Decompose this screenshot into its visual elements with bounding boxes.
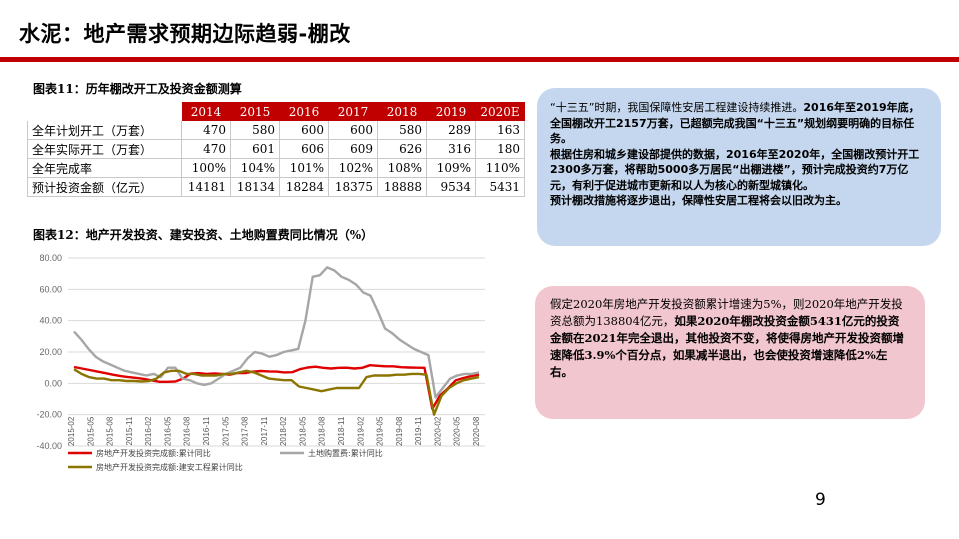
table-cell: 9534: [426, 177, 476, 197]
table-cell: 163: [475, 120, 525, 140]
table-cell: 580: [230, 120, 280, 140]
y-tick-label: 80.00: [39, 253, 62, 263]
assumption-box: 假定2020年房地产开发投资额累计增速为5%，则2020年地产开发投资总额为13…: [535, 286, 925, 419]
y-tick-label: -20.00: [36, 410, 62, 420]
table-cell: 101%: [279, 158, 329, 178]
x-tick-label: 2018-05: [298, 416, 307, 446]
table-cell: 104%: [230, 158, 280, 178]
assumption-sentence-bold: 如果2020年棚改投资金额5431亿元的投资金额在2021年完全退出，其他投资不…: [550, 314, 905, 379]
chart-caption: 图表12：地产开发投资、建安投资、土地购置费同比情况（%）: [33, 228, 374, 242]
assumption-sentence: 假定2020年房地产开发投资额累计增速为5%，则2020年地产开发投资总额为13…: [550, 297, 903, 328]
table-cell: 18888: [377, 177, 427, 197]
table-cell: 626: [377, 139, 427, 159]
header-blank: [27, 102, 182, 121]
legend-label: 土地购置费:累计同比: [308, 448, 383, 458]
x-tick-label: 2015-11: [125, 416, 134, 445]
table-header-row: 2014 2015 2016 2017 2018 2019 2020E: [27, 102, 525, 121]
table-cell: 601: [230, 139, 280, 159]
y-tick-label: 20.00: [39, 347, 62, 357]
legend-label: 房地产开发投资完成额:累计同比: [96, 448, 211, 458]
policy-note-text: “十三五”时期，我国保障性安居工程建设持续推进。2016年至2019年底，全国棚…: [550, 100, 925, 209]
y-tick-label: 0.00: [44, 378, 62, 388]
row-label: 全年计划开工（万套）: [27, 120, 182, 140]
series-line: [73, 368, 480, 416]
x-tick-label: 2016-08: [183, 416, 192, 446]
page-number: 9: [815, 490, 826, 510]
table-row: 全年完成率 100% 104% 101% 102% 108% 109% 110%: [27, 158, 525, 178]
note-sentence-bold: 2016年至2019年底，全国棚改开工2157万套，已超额完成我国“十三五”规划…: [550, 101, 920, 145]
x-tick-label: 2019-08: [395, 416, 404, 446]
note-paragraph: 预计棚改措施将逐步退出，保障性安居工程将会以旧改为主。: [550, 194, 847, 207]
year-header: 2015: [230, 102, 280, 121]
year-header: 2018: [377, 102, 427, 121]
table-cell: 109%: [426, 158, 476, 178]
year-header: 2017: [328, 102, 378, 121]
x-tick-label: 2015-02: [67, 416, 76, 446]
table-cell: 18375: [328, 177, 378, 197]
table-cell: 606: [279, 139, 329, 159]
x-tick-label: 2017-11: [260, 416, 269, 445]
year-header: 2019: [426, 102, 476, 121]
series-line: [73, 266, 480, 399]
page-title: 水泥：地产需求预期边际趋弱-棚改: [19, 22, 351, 46]
line-chart: 80.00 60.00 40.00 20.00 0.00 -20.00 -40.00 2015…: [36, 253, 485, 472]
note-sentence: “十三五”时期，我国保障性安居工程建设持续推进。: [550, 101, 804, 114]
table-cell: 180: [475, 139, 525, 159]
shantytown-table: 2014 2015 2016 2017 2018 2019 2020E 全年计划…: [27, 102, 525, 197]
table-cell: 5431: [475, 177, 525, 197]
table-cell: 289: [426, 120, 476, 140]
table-caption: 图表11：历年棚改开工及投资金额测算: [33, 82, 242, 96]
x-tick-label: 2016-05: [163, 416, 172, 446]
table-cell: 609: [328, 139, 378, 159]
table-cell: 100%: [181, 158, 231, 178]
table-cell: 600: [328, 120, 378, 140]
row-label: 全年完成率: [27, 158, 182, 178]
legend-label: 房地产开发投资完成额:建安工程累计同比: [96, 462, 243, 472]
x-tick-label: 2019-11: [414, 416, 423, 445]
x-tick-label: 2020-05: [453, 416, 462, 446]
table-row: 全年实际开工（万套） 470 601 606 609 626 316 180: [27, 139, 525, 159]
y-tick-label: -40.00: [36, 441, 62, 451]
year-header: 2020E: [475, 102, 525, 121]
x-tick-label: 2017-08: [241, 416, 250, 446]
y-tick-label: 40.00: [39, 316, 62, 326]
x-tick-label: 2018-11: [337, 416, 346, 445]
row-label: 预计投资金额（亿元）: [27, 177, 182, 197]
table-cell: 108%: [377, 158, 427, 178]
title-underline: [0, 57, 959, 62]
x-tick-label: 2016-02: [144, 416, 153, 446]
series-line: [73, 363, 480, 411]
table-row: 预计投资金额（亿元） 14181 18134 18284 18375 18888…: [27, 177, 525, 197]
year-header: 2016: [279, 102, 329, 121]
x-tick-label: 2016-11: [202, 416, 211, 445]
table-cell: 110%: [475, 158, 525, 178]
table-cell: 600: [279, 120, 329, 140]
y-tick-label: 60.00: [39, 284, 62, 294]
x-tick-label: 2019-05: [376, 416, 385, 446]
x-tick-label: 2015-08: [106, 416, 115, 446]
x-tick-label: 2018-02: [279, 416, 288, 446]
year-header: 2014: [181, 102, 231, 121]
x-tick-label: 2019-02: [356, 416, 365, 446]
table-cell: 316: [426, 139, 476, 159]
table-row: 全年计划开工（万套） 470 580 600 600 580 289 163: [27, 120, 525, 140]
x-tick-label: 2020-08: [472, 416, 481, 446]
table-cell: 102%: [328, 158, 378, 178]
table-cell: 18134: [230, 177, 280, 197]
table-cell: 470: [181, 139, 231, 159]
x-tick-label: 2015-05: [86, 416, 95, 446]
note-paragraph: 根据住房和城乡建设部提供的数据，2016年至2020年，全国棚改预计开工2300…: [550, 147, 920, 192]
table-cell: 470: [181, 120, 231, 140]
x-tick-label: 2018-08: [318, 416, 327, 446]
table-cell: 18284: [279, 177, 329, 197]
assumption-text: 假定2020年房地产开发投资额累计增速为5%，则2020年地产开发投资总额为13…: [550, 296, 910, 381]
table-cell: 580: [377, 120, 427, 140]
policy-note-box: “十三五”时期，我国保障性安居工程建设持续推进。2016年至2019年底，全国棚…: [537, 88, 941, 246]
x-tick-label: 2020-02: [433, 416, 442, 446]
table-cell: 14181: [181, 177, 231, 197]
row-label: 全年实际开工（万套）: [27, 139, 182, 159]
x-tick-label: 2017-05: [221, 416, 230, 446]
